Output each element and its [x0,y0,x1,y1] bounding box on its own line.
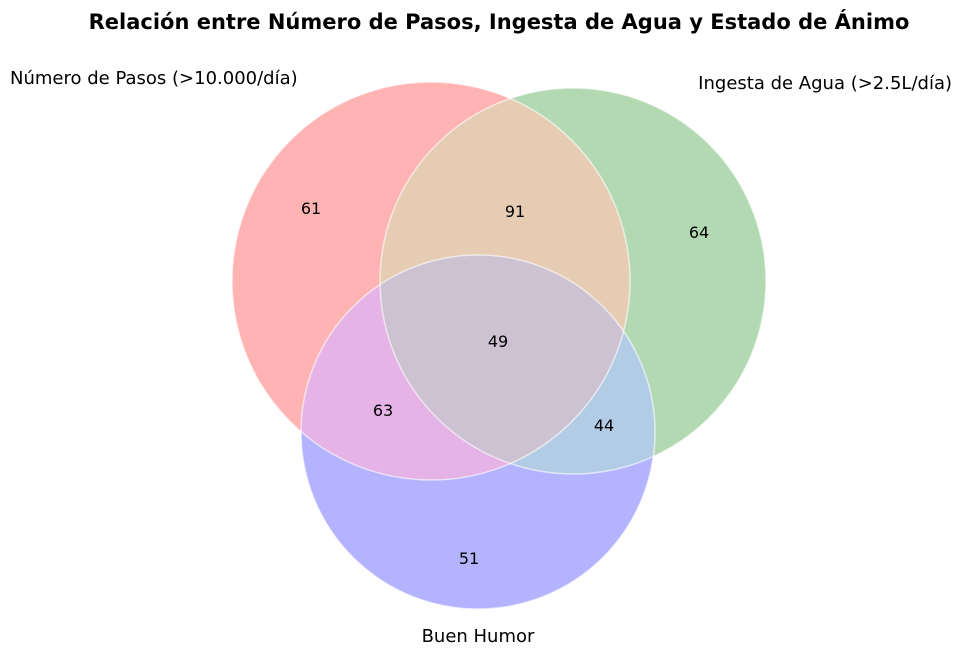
value-pasos-only: 61 [301,199,321,218]
set-label-humor: Buen Humor [422,626,535,647]
circle-agua-edge [379,87,767,475]
value-pasos-agua: 91 [505,202,525,221]
chart-title: Relación entre Número de Pasos, Ingesta … [89,9,910,34]
value-agua-humor: 44 [594,416,614,435]
value-agua-only: 64 [689,223,709,242]
value-humor-only: 51 [459,549,479,568]
value-all-three: 49 [488,332,508,351]
value-pasos-humor: 63 [373,401,393,420]
circle-pasos-edge [231,81,631,481]
circle-humor-edge [300,254,656,610]
venn-circles [231,81,767,610]
set-label-agua: Ingesta de Agua (>2.5L/día) [698,73,952,94]
set-label-pasos: Número de Pasos (>10.000/día) [10,68,298,89]
